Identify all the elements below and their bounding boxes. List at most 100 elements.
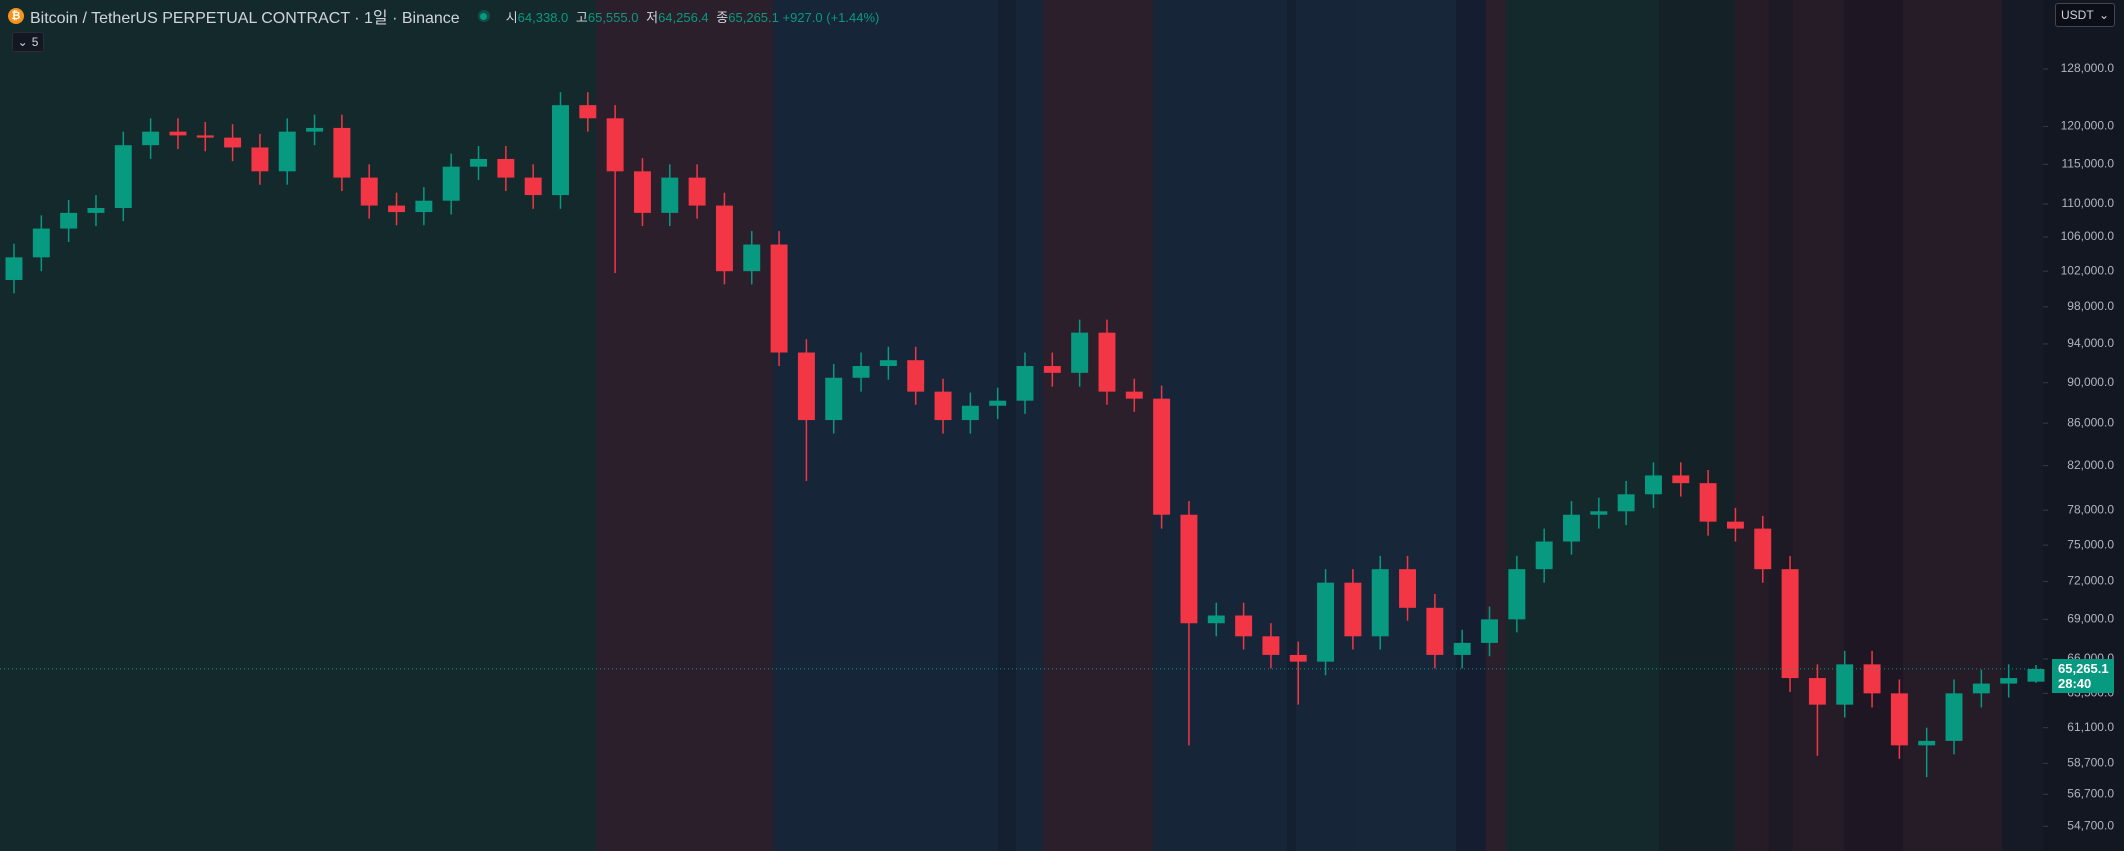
candle-body <box>497 158 515 178</box>
candle-body <box>306 127 324 132</box>
candle-body <box>934 391 952 421</box>
candle-body <box>1344 582 1362 637</box>
y-tick-label: 61,100.0 <box>2067 720 2114 734</box>
candle-body <box>1808 678 1826 705</box>
candle-body <box>661 177 679 213</box>
candle-body <box>1426 607 1444 655</box>
y-tick-label: 54,700.0 <box>2067 818 2114 832</box>
candle-body <box>961 405 979 421</box>
candle-body <box>989 400 1007 406</box>
coin-icon: ₿ <box>8 8 24 24</box>
candle-body <box>1781 569 1799 679</box>
candle-body <box>251 147 269 172</box>
candle-body <box>470 158 487 167</box>
y-tick-label: 69,000.0 <box>2067 612 2114 626</box>
candle-body <box>907 360 925 392</box>
candle-body <box>1617 494 1635 512</box>
ohlc-value: 65,265.1 <box>728 9 779 25</box>
candle-body <box>1836 664 1854 705</box>
candle-body <box>1672 475 1690 484</box>
currency: USDT <box>2061 8 2094 22</box>
ohlc-key: 고 <box>575 9 588 25</box>
candle-body <box>1563 514 1580 542</box>
candle-body <box>1371 569 1389 637</box>
ohlc-value: 64,338.0 <box>517 9 569 25</box>
candle-body <box>224 137 242 148</box>
y-tick-label: 128,000.0 <box>2061 61 2115 75</box>
candle-body <box>852 366 870 378</box>
candle-body <box>32 228 50 258</box>
indicator-toggle[interactable]: ⌄ 5 <box>12 32 44 52</box>
candle-body <box>1235 615 1253 637</box>
candle-body <box>114 145 132 208</box>
candle-body <box>1180 514 1198 624</box>
ohlc-key: 시 <box>505 9 518 25</box>
candle-body <box>1863 664 1881 694</box>
y-tick-label: 58,700.0 <box>2067 756 2114 770</box>
candle-body <box>1918 740 1936 746</box>
symbol-header: ₿ Bitcoin / TetherUS PERPETUAL CONTRACT … <box>8 4 879 28</box>
candle-body <box>715 205 733 272</box>
candle-body <box>60 212 78 229</box>
candle-body <box>1153 398 1171 515</box>
candle-body <box>5 257 23 280</box>
y-tick-label: 86,000.0 <box>2067 415 2114 429</box>
candle-body <box>360 177 378 206</box>
candle-body <box>169 131 187 136</box>
candle-body <box>1535 541 1553 570</box>
candle-body <box>1945 693 1963 741</box>
ohlc-value: 65,555.0 <box>587 9 639 25</box>
y-tick-label: 120,000.0 <box>2061 119 2115 133</box>
ohlc-key: 저 <box>646 9 659 25</box>
candle-body <box>633 171 651 213</box>
candle-body <box>1125 391 1143 399</box>
candle-body <box>278 131 296 172</box>
y-tick-label: 72,000.0 <box>2067 574 2114 588</box>
y-tick-label: 56,700.0 <box>2067 786 2114 800</box>
symbol-title[interactable]: Bitcoin / TetherUS PERPETUAL CONTRACT · … <box>30 10 460 27</box>
candle-body <box>797 352 815 421</box>
candle-body <box>1043 366 1061 373</box>
candle-body <box>1699 483 1717 522</box>
candle-body <box>142 131 160 146</box>
y-tick-label: 115,000.0 <box>2062 157 2115 171</box>
candle-body <box>1071 332 1089 373</box>
candle-body <box>1726 521 1744 529</box>
y-tick-label: 82,000.0 <box>2067 458 2114 472</box>
candle-body <box>552 105 569 196</box>
candle-body <box>579 105 597 119</box>
candle-body <box>1508 569 1526 620</box>
candle-body <box>442 166 460 201</box>
y-tick-label: 75,000.0 <box>2067 537 2114 551</box>
currency-select[interactable]: USDT ⌄ <box>2055 3 2115 27</box>
y-tick-label: 90,000.0 <box>2067 375 2114 389</box>
candle-body <box>1481 619 1498 643</box>
candle-body <box>688 177 706 206</box>
candle-body <box>1098 332 1116 392</box>
candle-body <box>1644 475 1662 495</box>
candle-body <box>196 135 214 138</box>
candle-body <box>770 244 788 353</box>
candle-body <box>1262 636 1280 655</box>
candle-body <box>743 244 761 272</box>
market-status <box>477 10 490 22</box>
indicator-count: 5 <box>31 35 39 49</box>
candle-body <box>606 118 624 172</box>
y-tick-label: 102,000.0 <box>2061 263 2115 277</box>
last-price-label: 65,265.1 28:40 <box>2052 658 2114 693</box>
candle-body <box>388 205 406 213</box>
candle-body <box>1016 366 1034 401</box>
y-tick-label: 98,000.0 <box>2067 299 2114 313</box>
price-change: +927.0 (+1.44%) <box>782 9 880 25</box>
candle-body <box>1453 642 1471 655</box>
last-price: 65,265.1 <box>2058 660 2109 676</box>
y-tick-label: 106,000.0 <box>2061 229 2115 243</box>
candle-body <box>825 377 843 421</box>
y-tick-label: 110,000.0 <box>2062 196 2115 210</box>
candle-body <box>1590 511 1608 515</box>
candle-body <box>333 127 351 178</box>
chevron: ⌄ <box>2098 8 2109 22</box>
